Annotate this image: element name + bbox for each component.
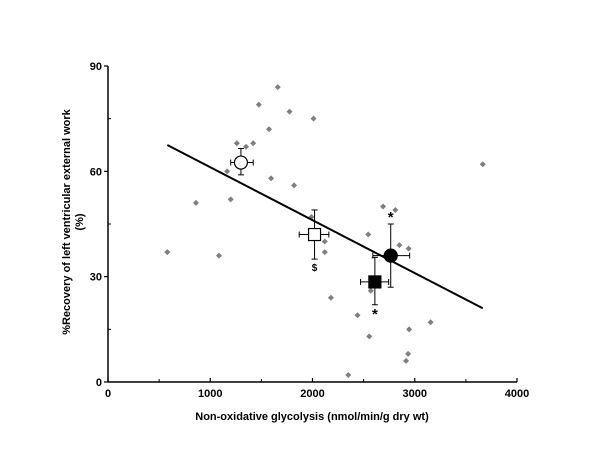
data-point-diamond [366,333,373,340]
mean-marker-square [307,227,322,242]
x-tick-label: 2000 [300,388,324,400]
regression-line [166,144,484,310]
data-point-diamond [164,249,171,256]
mean-marker-circle [233,155,249,170]
data-point-diamond [291,182,298,189]
significance-annotation: $ [312,263,318,274]
y-axis-title-unit: (%) [74,213,86,230]
x-ticks: 0 1000 2000 3000 4000 [105,378,529,400]
y-tick-label: 30 [90,272,102,284]
data-point-diamond [427,319,434,326]
y-axis-title: %Recovery of left ventricular external w… [61,108,73,334]
x-tick-label: 1000 [198,388,222,400]
data-point-diamond [243,143,250,150]
data-point-diamond [321,249,328,256]
data-point-diamond [192,199,199,206]
y-axis-title-group: %Recovery of left ventricular external w… [61,108,86,334]
mean-marker-circle [383,248,398,263]
x-axis-title: Non-oxidative glycolysis (nmol/min/g dry… [195,411,429,423]
data-point-diamond [327,294,334,301]
significance-annotation: * [388,209,394,226]
significance-annotation: * [372,306,378,323]
data-point-diamond [367,287,374,294]
group-mean-open-square: $ [298,209,330,274]
data-point-diamond [406,326,413,333]
data-point-diamond [227,196,234,203]
x-tick-label: 4000 [505,388,529,400]
x-tick-label: 3000 [403,388,427,400]
data-point-diamond [224,168,231,175]
data-point-diamond [380,203,387,210]
data-point-diamond [321,238,328,245]
data-point-diamond [403,357,410,364]
y-tick-label: 60 [90,166,102,178]
data-point-diamond [286,108,293,115]
mean-marker-square [368,275,382,289]
group-mean-filled-square: * [360,256,390,323]
data-point-diamond [354,312,361,319]
y-ticks: 0 30 60 90 [90,61,111,389]
data-point-diamond [405,245,412,252]
data-point-diamond [268,175,275,182]
data-point-diamond [266,126,273,133]
data-point-diamond [233,140,240,147]
group-mean-open-circle [230,148,254,176]
x-tick-label: 0 [105,388,111,400]
data-point-diamond [392,206,399,213]
data-point-diamond [396,242,403,249]
y-tick-label: 90 [90,61,102,73]
data-point-diamond [405,350,412,357]
data-point-diamond [250,140,257,147]
data-point-diamond [310,115,317,122]
data-point-diamond [255,101,262,108]
plot-area: $ * * [164,84,486,378]
data-point-diamond [215,252,222,259]
data-point-diamond [345,371,352,378]
group-mean-filled-circle: * [372,209,411,288]
data-point-diamond [274,84,281,91]
data-point-diamond [479,161,486,168]
data-point-diamond [365,231,372,238]
axes: 0 30 60 90 0 1000 2000 3000 4000 [90,61,529,400]
y-tick-label: 0 [96,377,102,389]
